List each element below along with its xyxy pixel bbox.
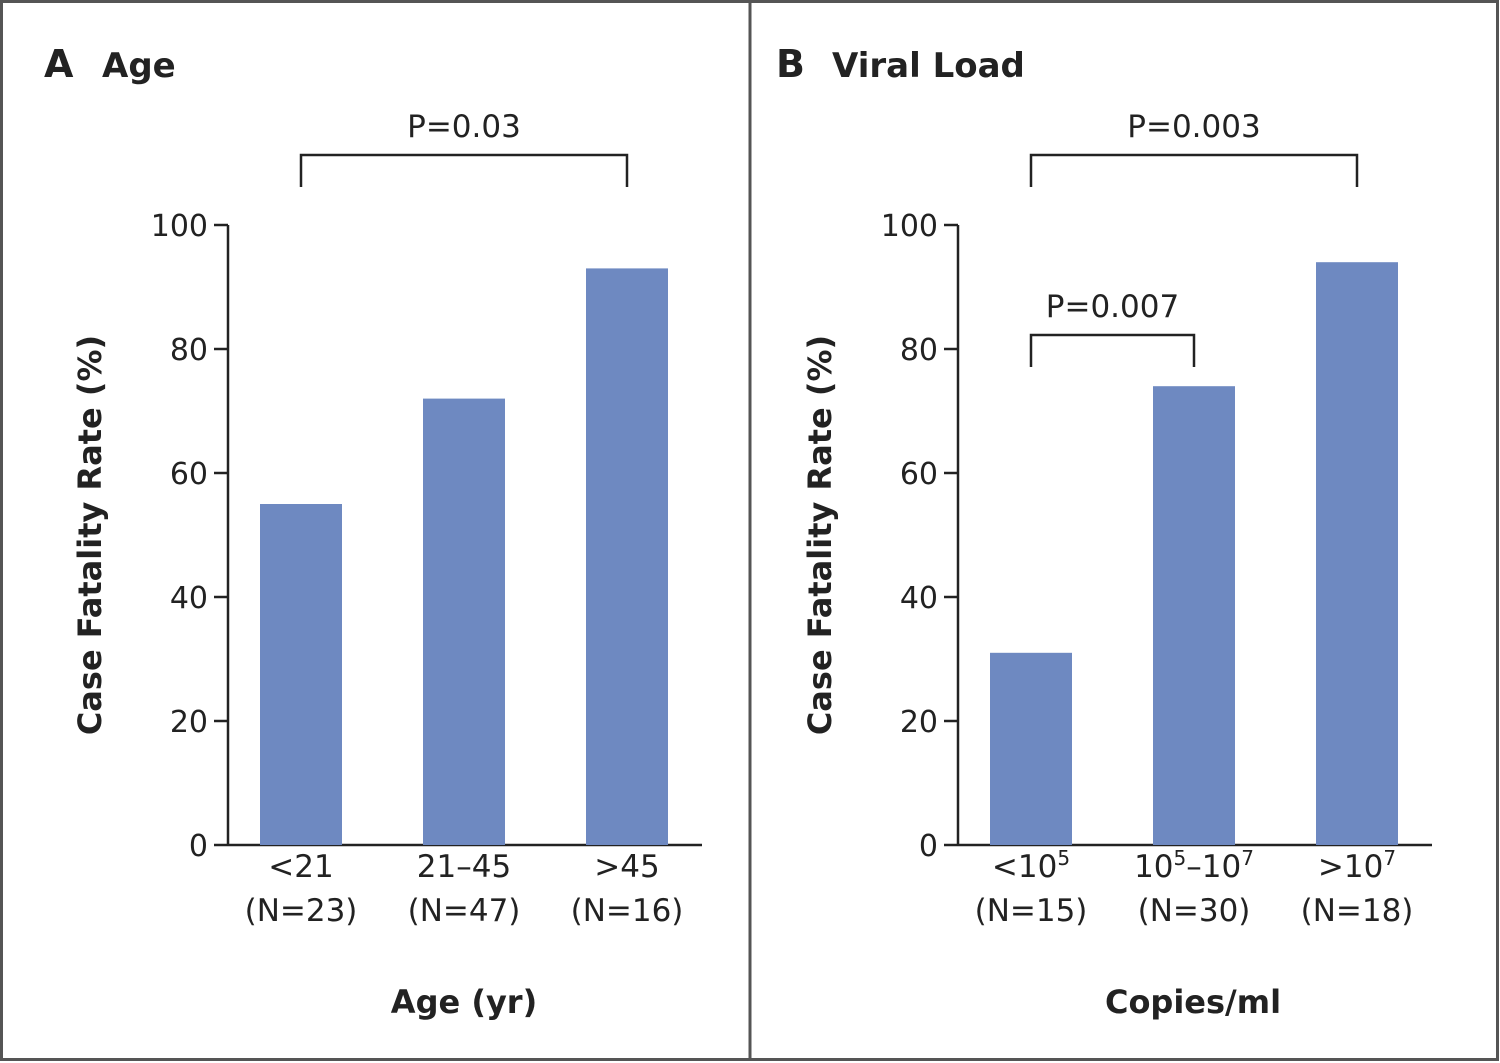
panel-b-y-tick-label: 100 <box>881 209 938 244</box>
panel-a-y-tick-label: 40 <box>170 581 208 616</box>
panel-b-p-value-label: P=0.003 <box>1127 109 1260 145</box>
panel-b: B Viral Load Case Fatality Rate (%) Copi… <box>776 42 1432 1021</box>
panel-b-y-axis-title: Case Fatality Rate (%) <box>801 335 839 735</box>
panel-a-x-axis-title: Age (yr) <box>391 983 537 1021</box>
panel-b-significance-bracket <box>1029 153 1359 187</box>
panel-b-bar <box>1316 262 1398 845</box>
panel-a-y-axis-title: Case Fatality Rate (%) <box>71 335 109 735</box>
panel-b-category-label: 105–107 <box>1134 846 1254 885</box>
panel-b-y-tick-label: 0 <box>919 829 938 864</box>
panel-b-title: Viral Load <box>832 46 1025 86</box>
panel-b-y-tick-label: 40 <box>900 581 938 616</box>
panel-b-p-value-label: P=0.007 <box>1046 289 1179 325</box>
panel-b-y-tick-label: 80 <box>900 333 938 368</box>
panel-a-category-n-label: (N=23) <box>245 893 358 929</box>
panel-a-bar <box>586 268 668 845</box>
panel-b-category-label: <105 <box>992 846 1070 885</box>
panel-a-y-tick-label: 20 <box>170 705 208 740</box>
panel-a-y-tick-label: 60 <box>170 457 208 492</box>
panel-b-bar <box>1153 386 1235 845</box>
panel-b-category-n-label: (N=15) <box>975 893 1088 929</box>
panel-a-category-n-label: (N=16) <box>571 893 684 929</box>
panel-a: A Age Case Fatality Rate (%) Age (yr) 0 2… <box>44 42 702 1021</box>
panel-b-y-tick-label: 20 <box>900 705 938 740</box>
panel-a-y-tick-label: 100 <box>151 209 208 244</box>
panel-b-category-label: >107 <box>1318 846 1396 885</box>
panel-a-category-label: >45 <box>594 849 659 885</box>
panel-a-y-tick-label: 0 <box>189 829 208 864</box>
panel-a-p-value-label: P=0.03 <box>407 109 521 145</box>
panel-a-y-tick-label: 80 <box>170 333 208 368</box>
panel-a-category-n-label: (N=47) <box>408 893 521 929</box>
panel-a-bar <box>423 398 505 845</box>
panel-b-category-n-label: (N=30) <box>1138 893 1251 929</box>
panel-a-category-label: 21–45 <box>417 849 511 885</box>
panel-a-letter: A <box>44 42 74 86</box>
panel-a-significance-bracket <box>299 153 629 187</box>
panel-a-title: Age <box>102 46 176 86</box>
panel-b-significance-bracket <box>1029 333 1196 367</box>
panel-b-letter: B <box>776 42 805 86</box>
panel-b-bar <box>990 652 1072 845</box>
panel-b-x-axis-title: Copies/ml <box>1105 983 1281 1021</box>
panel-a-category-label: <21 <box>268 849 333 885</box>
panel-b-category-n-label: (N=18) <box>1301 893 1414 929</box>
panel-b-y-tick-label: 60 <box>900 457 938 492</box>
panel-a-bar <box>260 504 342 845</box>
